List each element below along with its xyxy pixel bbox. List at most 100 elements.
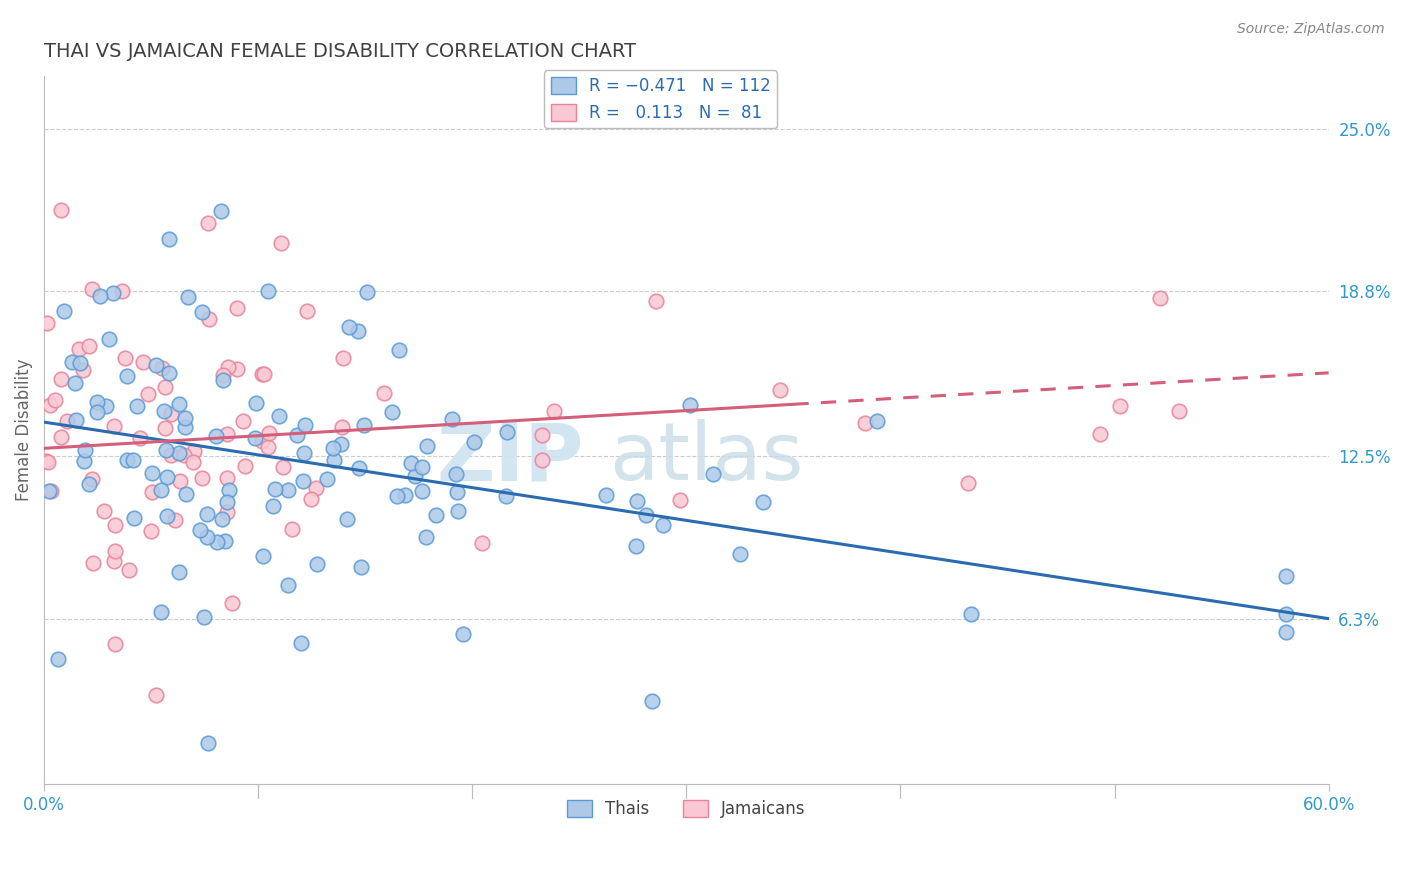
- Point: [60, 355, 83, 369]
- Point: [264, 482, 287, 496]
- Point: [65, 413, 87, 427]
- Point: [416, 439, 439, 453]
- Point: [145, 358, 167, 372]
- Point: [471, 536, 494, 550]
- Point: [702, 467, 724, 481]
- Point: [1275, 607, 1298, 622]
- Point: [49, 371, 72, 385]
- Point: [86, 405, 108, 419]
- Point: [128, 431, 150, 445]
- Point: [132, 355, 155, 369]
- Point: [415, 530, 437, 544]
- Point: [232, 414, 254, 428]
- Point: [404, 468, 426, 483]
- Point: [257, 284, 280, 298]
- Point: [155, 442, 177, 457]
- Point: [153, 404, 176, 418]
- Point: [295, 304, 318, 318]
- Point: [82, 557, 104, 571]
- Point: [195, 530, 218, 544]
- Point: [207, 535, 229, 549]
- Point: [136, 387, 159, 401]
- Point: [72, 453, 94, 467]
- Point: [1109, 399, 1132, 413]
- Point: [531, 427, 554, 442]
- Point: [225, 301, 247, 315]
- Point: [188, 523, 211, 537]
- Text: Source: ZipAtlas.com: Source: ZipAtlas.com: [1237, 22, 1385, 37]
- Point: [388, 343, 411, 358]
- Point: [257, 440, 280, 454]
- Point: [446, 485, 468, 500]
- Point: [195, 508, 218, 522]
- Point: [80, 472, 103, 486]
- Point: [177, 290, 200, 304]
- Point: [44, 392, 66, 407]
- Point: [959, 607, 981, 622]
- Point: [595, 488, 617, 502]
- Point: [51, 430, 73, 444]
- Point: [159, 448, 181, 462]
- Point: [160, 407, 183, 421]
- Point: [115, 368, 138, 383]
- Text: ZIP: ZIP: [436, 419, 583, 497]
- Point: [381, 405, 404, 419]
- Point: [373, 385, 395, 400]
- Point: [645, 294, 668, 309]
- Point: [291, 474, 314, 488]
- Point: [263, 499, 285, 513]
- Point: [401, 456, 423, 470]
- Point: [347, 324, 370, 338]
- Point: [103, 418, 125, 433]
- Point: [35, 316, 58, 330]
- Point: [305, 558, 328, 572]
- Point: [329, 437, 352, 451]
- Point: [169, 474, 191, 488]
- Point: [385, 489, 408, 503]
- Point: [294, 418, 316, 433]
- Point: [93, 504, 115, 518]
- Point: [1275, 624, 1298, 639]
- Point: [215, 470, 238, 484]
- Point: [652, 517, 675, 532]
- Point: [444, 467, 467, 481]
- Point: [141, 524, 163, 539]
- Point: [271, 459, 294, 474]
- Point: [356, 285, 378, 299]
- Point: [641, 694, 664, 708]
- Point: [957, 476, 980, 491]
- Point: [425, 508, 447, 522]
- Point: [209, 203, 232, 218]
- Point: [181, 455, 204, 469]
- Point: [89, 288, 111, 302]
- Point: [285, 427, 308, 442]
- Point: [624, 539, 647, 553]
- Legend: Thais, Jamaicans: Thais, Jamaicans: [561, 793, 813, 825]
- Point: [173, 411, 195, 425]
- Point: [865, 415, 887, 429]
- Point: [1088, 427, 1111, 442]
- Point: [252, 368, 274, 382]
- Point: [157, 232, 180, 246]
- Point: [150, 361, 173, 376]
- Point: [86, 395, 108, 409]
- Point: [299, 491, 322, 506]
- Point: [122, 511, 145, 525]
- Point: [217, 359, 239, 374]
- Point: [679, 398, 702, 412]
- Point: [337, 320, 360, 334]
- Point: [323, 452, 346, 467]
- Point: [103, 285, 125, 300]
- Point: [191, 305, 214, 319]
- Point: [215, 505, 238, 519]
- Point: [37, 455, 59, 469]
- Point: [48, 652, 70, 666]
- Point: [145, 688, 167, 702]
- Point: [728, 547, 751, 561]
- Point: [118, 563, 141, 577]
- Point: [245, 396, 267, 410]
- Point: [111, 284, 134, 298]
- Point: [211, 512, 233, 526]
- Point: [104, 637, 127, 651]
- Point: [215, 495, 238, 509]
